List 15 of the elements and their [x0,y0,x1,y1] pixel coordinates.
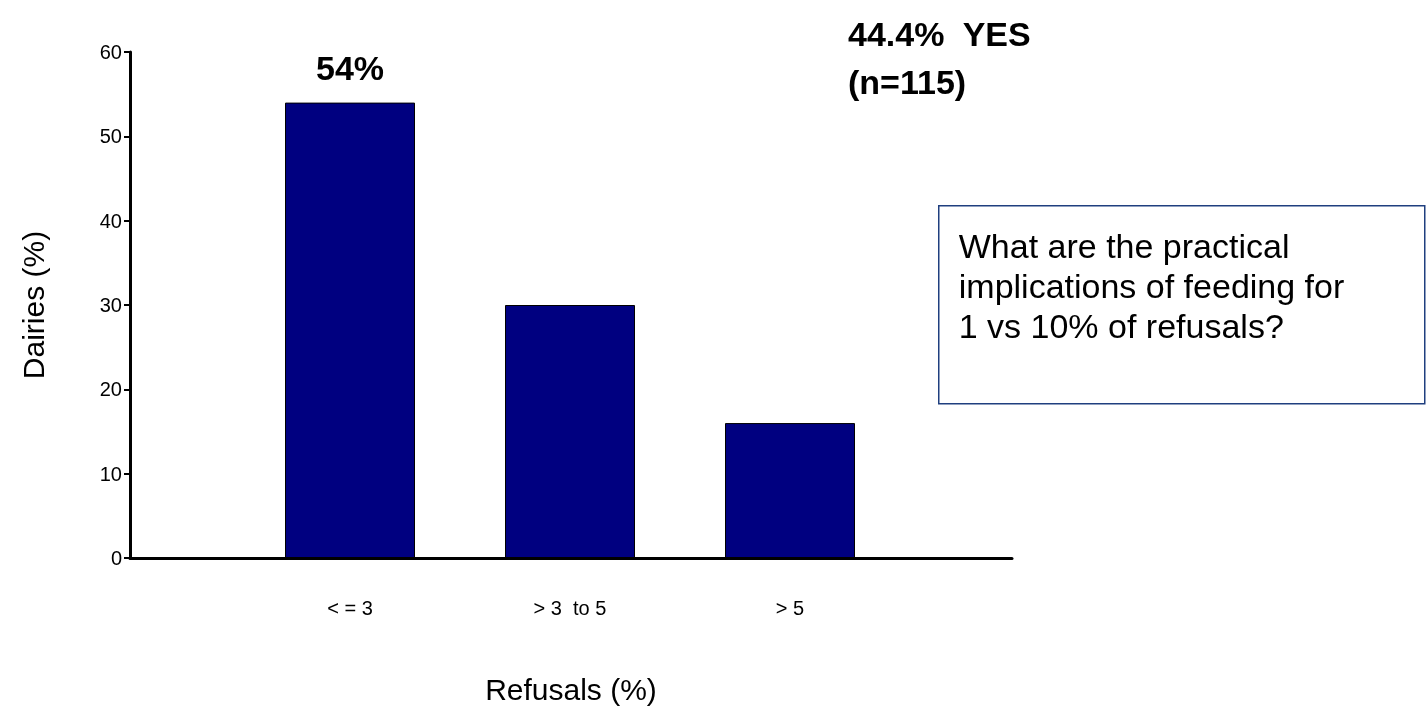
data-label: 54% [315,48,385,87]
y-tick-label: 0 [110,547,122,569]
annotation: What are the practical implications of feeding for 1 vs 10% of refusals? [958,226,1354,345]
y-tick-label: 50 [99,125,122,148]
y-tick-label: 30 [99,294,122,316]
y-axis-title: Dairies (%) [16,230,50,380]
x-axis-title: Refusals (%) [485,672,657,706]
y-tick-label: 60 [99,41,122,63]
annotation: 44.4% YES (n=115) [848,15,1031,101]
x-tick-label: < = 3 [327,597,373,619]
y-tick-label: 20 [99,378,122,401]
x-tick-label: > 5 [775,597,805,619]
y-tick-label: 40 [99,209,122,232]
x-tick-label: > 3 to 5 [533,597,607,619]
y-tick-label: 10 [99,462,122,485]
